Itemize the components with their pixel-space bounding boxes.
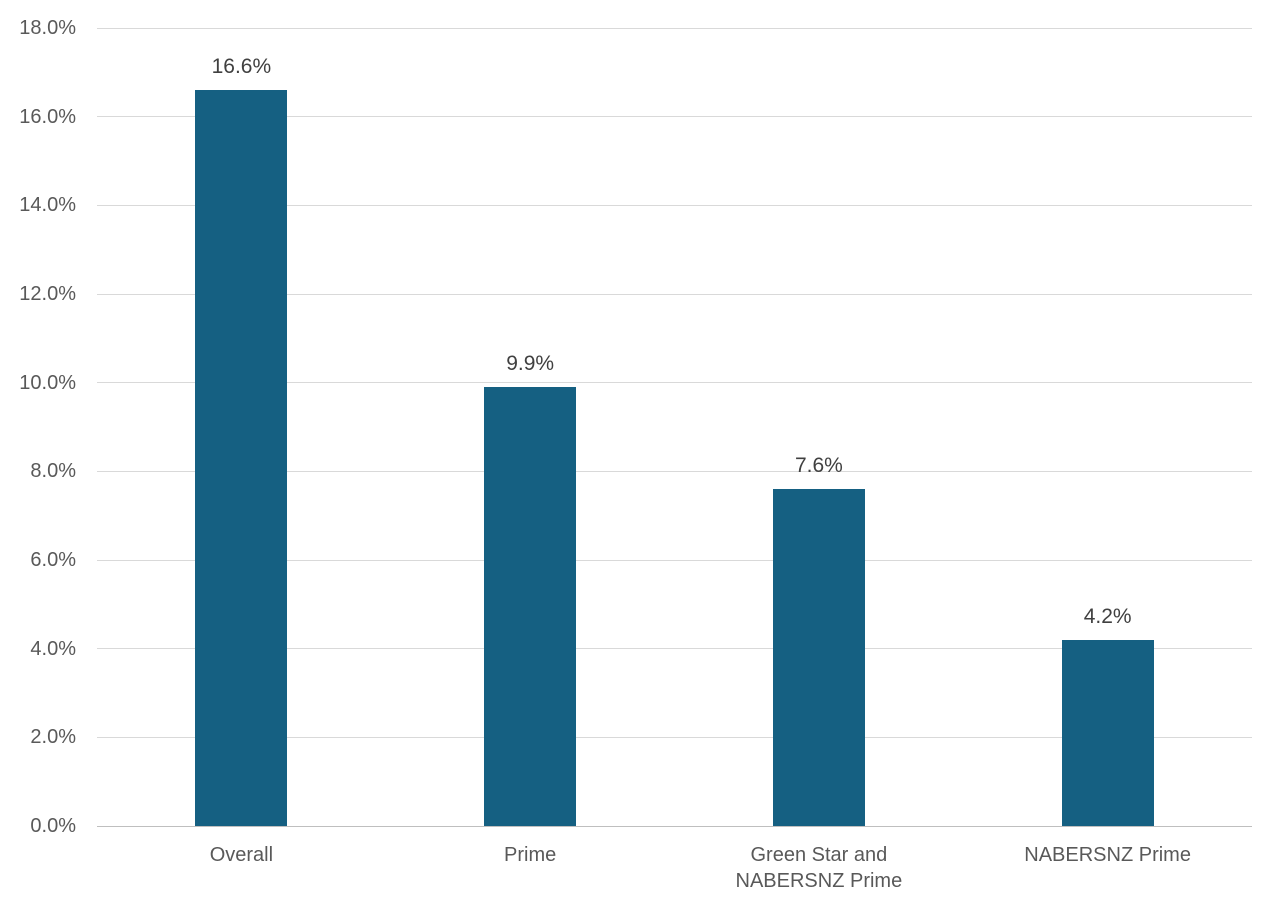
gridline (97, 204, 1252, 206)
y-axis-tick-label: 8.0% (30, 460, 76, 483)
gridline (97, 648, 1252, 650)
bar-value-label: 4.2% (1083, 604, 1132, 628)
y-axis-tick-label: 4.0% (30, 637, 76, 660)
gridline (97, 27, 1252, 29)
y-axis-tick-label: 12.0% (19, 283, 76, 305)
x-axis-category-label: Green Star and NABERSNZ Prime (735, 844, 903, 892)
gridline (97, 116, 1252, 118)
x-axis-category-label: NABERSNZ Prime (1024, 844, 1191, 866)
x-axis-category-label: Overall (209, 844, 274, 866)
gridline (97, 382, 1252, 384)
bar-value-label: 9.9% (506, 352, 555, 376)
gridline (97, 293, 1252, 295)
gridline (97, 559, 1252, 561)
y-axis-tick-label: 18.0% (19, 17, 76, 39)
y-axis-tick-label: 2.0% (30, 726, 76, 749)
gridline (97, 736, 1252, 738)
bar (195, 90, 288, 826)
y-axis-tick-label: 0.0% (30, 815, 76, 837)
bar (484, 387, 577, 826)
y-axis-tick-label: 6.0% (30, 549, 76, 571)
y-axis-tick-label: 14.0% (19, 194, 76, 217)
bar (1061, 639, 1154, 826)
bar-value-label: 16.6% (211, 55, 272, 79)
gridline (97, 470, 1252, 472)
y-axis-tick-label: 10.0% (19, 371, 76, 394)
bar (772, 489, 865, 826)
x-axis-line (97, 825, 1252, 827)
x-axis-category-label: Prime (504, 844, 557, 866)
bar-value-label: 7.6% (794, 454, 843, 478)
y-axis-tick-label: 16.0% (19, 105, 76, 128)
